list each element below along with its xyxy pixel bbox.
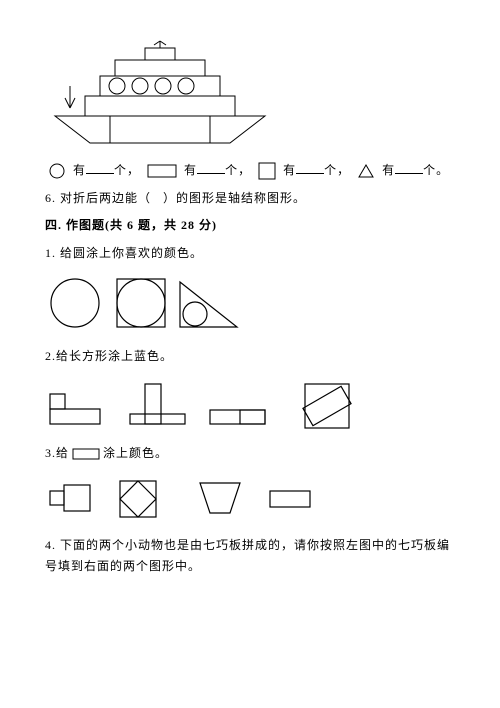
- q4-3-after: 涂上颜色。: [103, 446, 168, 460]
- label-you-2: 有: [184, 163, 197, 177]
- q4-2-figure: [45, 376, 455, 431]
- label-ge-4: 个: [423, 163, 436, 177]
- label-c3: ，: [337, 163, 350, 177]
- q4-2-text: 2.给长方形涂上蓝色。: [45, 346, 455, 368]
- q4-1-text: 1. 给圆涂上你喜欢的颜色。: [45, 243, 455, 265]
- q4-3-before: 3.给: [45, 446, 69, 460]
- section4-title: 四. 作图题(共 6 题，共 28 分): [45, 215, 455, 237]
- q4-3-line: 3.给 涂上颜色。: [45, 443, 455, 465]
- label-you-3: 有: [283, 163, 296, 177]
- rectangle-icon: [147, 164, 177, 178]
- q4-3-figure: [45, 473, 455, 523]
- label-c1: ，: [127, 163, 140, 177]
- label-ge-3: 个: [324, 163, 337, 177]
- q6-line: 6. 对折后两边能（ ）的图形是轴结称图形。: [45, 188, 455, 210]
- label-you-4: 有: [382, 163, 395, 177]
- q4-3-small-rect: [72, 448, 100, 460]
- q4-1-figure: [45, 272, 455, 334]
- circle-icon: [48, 162, 66, 180]
- triangle-icon: [357, 163, 375, 179]
- square-icon: [258, 162, 276, 180]
- label-ge-1: 个: [114, 163, 127, 177]
- label-p: 。: [436, 163, 449, 177]
- ship-figure: [45, 38, 455, 148]
- q4-4-text: 4. 下面的两个小动物也是由七巧板拼成的，请你按照左图中的七巧板编号填到右面的两…: [45, 535, 455, 578]
- label-c2: ，: [238, 163, 251, 177]
- label-ge-2: 个: [225, 163, 238, 177]
- label-you-1: 有: [73, 163, 86, 177]
- q6-before: 6. 对折后两边能（: [45, 191, 151, 205]
- q5-shape-count-line: 有个， 有个， 有个， 有个。: [45, 160, 455, 182]
- q6-after: ）的图形是轴结称图形。: [163, 191, 306, 205]
